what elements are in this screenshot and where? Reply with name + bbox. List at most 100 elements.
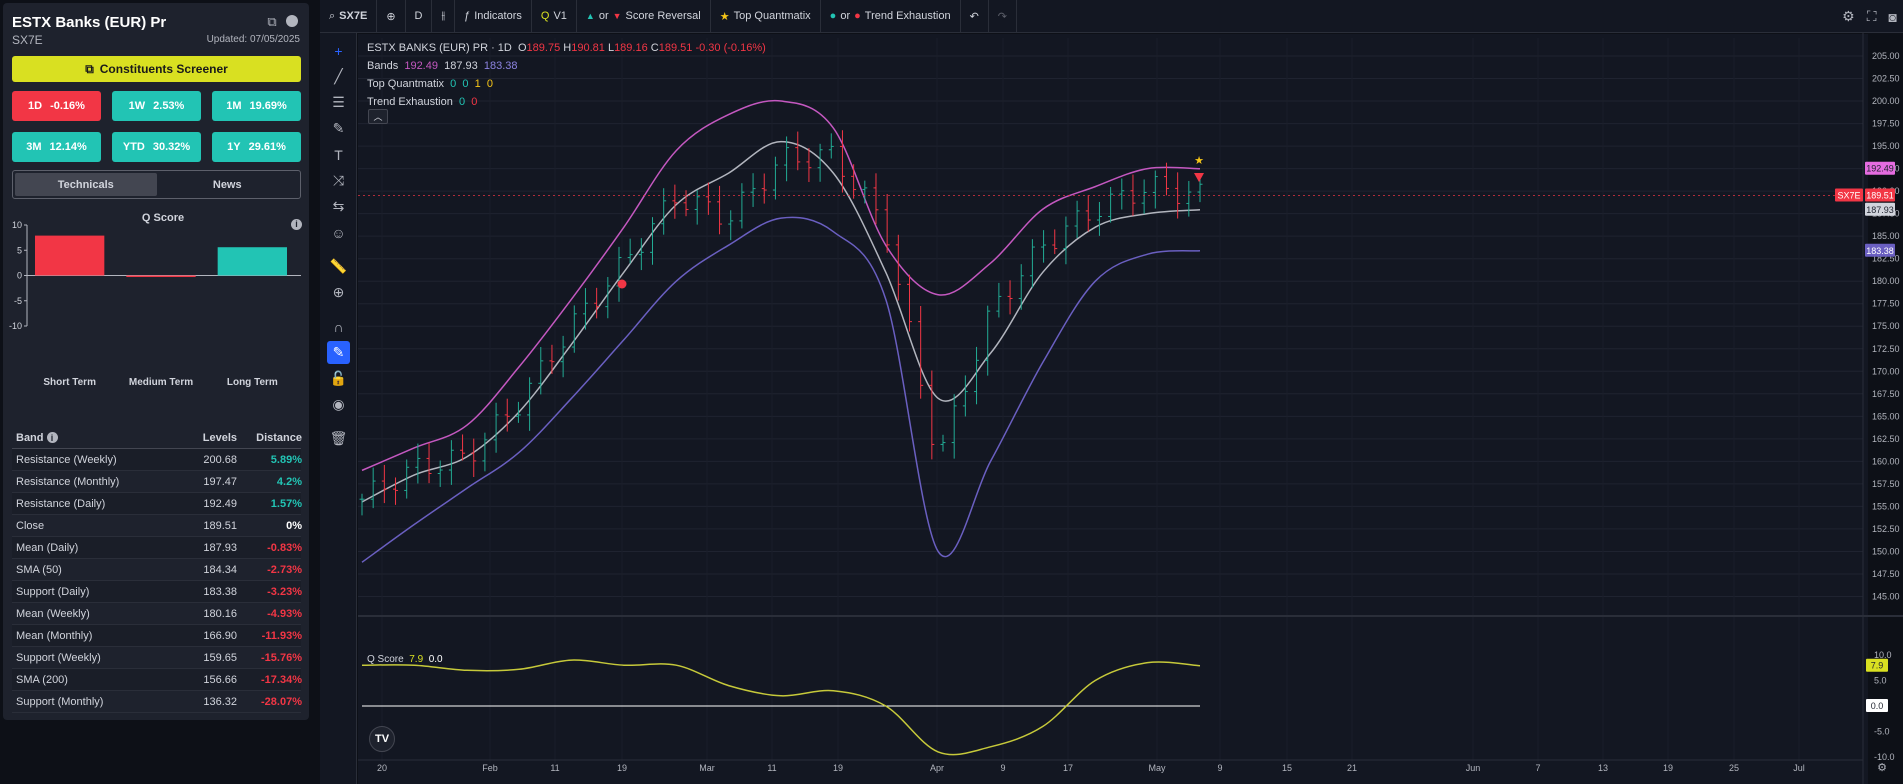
legend-title: ESTX BANKS (EUR) PR · 1D	[367, 42, 512, 54]
time-axis-label: Feb	[482, 763, 498, 773]
band-distance: 1.57%	[270, 497, 302, 510]
trend-line-icon[interactable]: ╱	[334, 68, 343, 84]
band-distance: -15.76%	[261, 651, 302, 664]
ohlc-bar	[1018, 264, 1024, 310]
qscore-category-label: Medium Term	[129, 377, 193, 388]
undo-button[interactable]: ↶	[961, 0, 989, 32]
legend-top-quantmatix[interactable]: Top Quantmatix 0 0 1 0	[367, 75, 766, 93]
band-level: 159.65	[203, 651, 237, 664]
redo-button[interactable]: ↷	[989, 0, 1018, 32]
band-distance: -17.34%	[261, 673, 302, 686]
band-info-icon[interactable]: i	[46, 432, 58, 443]
time-axis-label: 25	[1729, 763, 1739, 773]
zoom-icon[interactable]: ⊕	[332, 284, 345, 300]
time-axis-label: 9	[1000, 763, 1005, 773]
brush-icon[interactable]: ✎	[332, 120, 345, 136]
close-price-tag-bg	[1865, 188, 1895, 202]
score-reversal-button[interactable]: ▲ or ▼ Score Reversal	[577, 0, 711, 32]
price-axis-label: 150.00	[1872, 546, 1900, 556]
prediction-icon[interactable]: ⇆	[332, 198, 345, 214]
te-value: 0	[458, 96, 466, 108]
ruler-icon[interactable]: 📏	[329, 258, 348, 274]
legend-l-label: L	[607, 42, 615, 54]
collapse-legend-button[interactable]: ︿	[368, 109, 388, 124]
symbol-search[interactable]: ⌕ SX7E	[320, 0, 378, 32]
band-line-mean-band	[361, 140, 1201, 503]
fib-icon[interactable]: ☰	[332, 94, 345, 110]
settings-icon[interactable]: ⚙	[1842, 8, 1855, 24]
time-axis-label: 20	[377, 763, 387, 773]
chart-type-button[interactable]: ⫲	[432, 0, 456, 32]
interval-button[interactable]: D	[406, 0, 433, 32]
legend-bands[interactable]: Bands 192.49 187.93 183.38	[367, 57, 766, 75]
price-axis-label: 167.50	[1872, 389, 1900, 399]
legend-trend-exhaustion[interactable]: Trend Exhaustion 0 0	[367, 93, 766, 111]
text-icon[interactable]: T	[334, 146, 343, 163]
indicators-button[interactable]: ƒ Indicators	[455, 0, 532, 32]
info-icon[interactable]: i	[285, 15, 299, 29]
tq-value: 0	[462, 78, 469, 90]
ohlc-bar	[817, 143, 823, 182]
top-quantmatix-button[interactable]: ★ Top Quantmatix	[711, 0, 821, 32]
magnet-icon[interactable]: ∩	[333, 318, 344, 335]
ohlc-bar	[571, 305, 577, 353]
ohlc-bar	[1007, 280, 1013, 315]
price-chart[interactable]: 205.00202.50200.00197.50195.00192.50190.…	[320, 33, 1903, 784]
qscore-info-icon[interactable]: i	[291, 214, 302, 232]
ohlc-bar	[739, 183, 745, 229]
legend-l: L189.16	[608, 42, 648, 54]
perf-period: 1Y	[227, 141, 241, 153]
constituents-screener-button[interactable]: ⧉ Constituents Screener	[12, 56, 301, 82]
price-axis-label: 172.50	[1872, 344, 1900, 354]
lock-icon[interactable]: 🔓	[329, 370, 348, 386]
band-name: Mean (Monthly)	[16, 629, 93, 642]
ohlc-bar	[940, 434, 946, 452]
price-axis-label: 177.50	[1872, 299, 1900, 309]
tradingview-logo[interactable]: TV	[369, 726, 395, 752]
ohlc-bar	[1186, 180, 1192, 217]
share-icon[interactable]: ⧉	[267, 14, 277, 29]
ohlc-bar	[448, 440, 454, 485]
band-table-row: SMA (50) 184.34 -2.73%	[12, 559, 302, 581]
trash-icon[interactable]: 🗑	[329, 430, 348, 446]
ohlc-bar	[460, 434, 466, 461]
price-axis-label: 157.50	[1872, 479, 1900, 489]
tq-value: 1	[474, 78, 481, 90]
ohlc-bar	[1152, 170, 1158, 209]
perf-value: 30.32%	[152, 141, 191, 153]
band-table-row: Resistance (Monthly) 197.47 4.2%	[12, 471, 302, 493]
chart-topbar: ⌕ SX7E ⊕ D ⫲ ƒ Indicators Q V1 ▲ or ▼ Score…	[320, 0, 1903, 33]
camera-icon[interactable]: ◙	[1888, 8, 1897, 25]
screener-icon: ⧉	[85, 61, 94, 76]
price-axis-label: 195.00	[1872, 141, 1900, 151]
qscore-legend[interactable]: Q Score 7.9 0.0	[367, 654, 443, 665]
eye-icon[interactable]: ◉	[332, 396, 345, 412]
fullscreen-icon[interactable]: ⛶	[1866, 8, 1877, 24]
stay-drawing-icon[interactable]: ✎	[327, 341, 350, 364]
ohlc-bar	[694, 190, 700, 225]
price-axis-label: 147.50	[1872, 569, 1900, 579]
compare-button[interactable]: ⊕	[377, 0, 406, 32]
price-axis-label: 185.00	[1872, 231, 1900, 241]
emoji-icon[interactable]: ☺	[331, 224, 346, 241]
chevron-up-icon: ︿	[373, 112, 383, 122]
ohlc-bar	[996, 282, 1002, 318]
legend-o-value: 189.75	[526, 42, 561, 54]
ohlc-bar	[549, 344, 555, 374]
ohlc-bar	[828, 133, 834, 159]
crosshair-icon[interactable]: +	[334, 42, 343, 59]
v1-button[interactable]: Q V1	[532, 0, 577, 32]
teal-dot-icon: ●	[829, 10, 837, 22]
chart-area[interactable]	[358, 34, 1868, 784]
pattern-icon[interactable]: ⤨	[332, 172, 345, 188]
band-distance: -4.93%	[267, 607, 302, 620]
ohlc-bar	[482, 432, 488, 472]
band-table-row: Resistance (Daily) 192.49 1.57%	[12, 493, 302, 515]
time-axis-label: Jun	[1466, 763, 1481, 773]
tab-news[interactable]: News	[212, 178, 242, 191]
time-axis-label: 11	[767, 763, 776, 773]
symbol-tag-bg	[1835, 188, 1863, 202]
trend-exhaustion-button[interactable]: ● or ● Trend Exhaustion	[821, 0, 961, 32]
tab-technicals[interactable]: Technicals	[15, 173, 157, 196]
